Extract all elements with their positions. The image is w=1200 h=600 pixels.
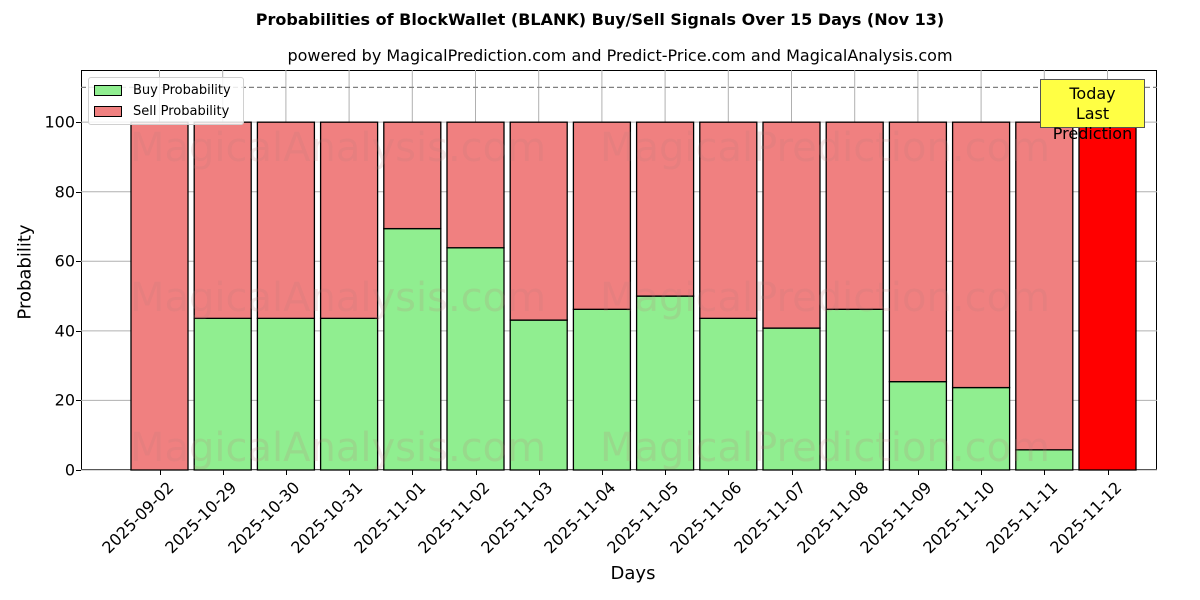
- bar-today: [1078, 121, 1137, 471]
- today-annotation: Today Last Prediction: [1040, 79, 1145, 143]
- chart-subtitle: powered by MagicalPrediction.com and Pre…: [287, 46, 953, 65]
- legend: Buy Probability Sell Probability: [88, 77, 244, 125]
- y-axis-label: Probability: [14, 224, 36, 320]
- y-tick-mark: [76, 122, 81, 124]
- bar-sell: [509, 121, 568, 321]
- bar-buy: [193, 317, 252, 471]
- y-tick-label: 40: [54, 321, 75, 341]
- x-tick-mark: [917, 470, 919, 475]
- chart-title: Probabilities of BlockWallet (BLANK) Buy…: [255, 10, 945, 29]
- last-prediction-label: Last Prediction: [1052, 104, 1133, 143]
- y-tick-mark: [76, 261, 81, 263]
- bar-buy: [825, 308, 884, 471]
- x-tick-mark: [791, 470, 793, 475]
- y-tick-mark: [76, 330, 81, 332]
- bar-buy: [572, 308, 632, 471]
- watermark: MagicalPrediction.com: [600, 275, 1050, 321]
- bar-buy: [762, 327, 821, 471]
- bar-sell: [1015, 121, 1074, 451]
- watermark: MagicalAnalysis.com: [130, 275, 547, 321]
- bar-buy: [888, 381, 948, 471]
- x-axis-label: Days: [610, 563, 656, 584]
- x-tick-mark: [601, 470, 603, 475]
- x-tick-mark: [1107, 470, 1109, 475]
- bar-sell: [635, 121, 695, 297]
- legend-swatch-buy: [94, 84, 122, 96]
- x-tick-mark: [728, 470, 730, 475]
- bar-buy: [951, 386, 1011, 471]
- x-tick-mark: [222, 470, 224, 475]
- y-tick-label: 0: [64, 460, 75, 480]
- bar-sell: [319, 121, 379, 319]
- bar-sell: [193, 121, 252, 319]
- x-tick-mark: [412, 470, 414, 475]
- y-tick-label: 20: [54, 390, 75, 410]
- x-tick-mark: [538, 470, 540, 475]
- watermark: MagicalPrediction.com: [600, 425, 1050, 471]
- bar-buy: [383, 227, 442, 471]
- today-label: Today: [1069, 84, 1116, 103]
- bar-buy: [509, 319, 568, 471]
- y-tick-mark: [76, 191, 81, 193]
- bar-sell: [572, 121, 632, 310]
- bar-buy: [446, 247, 505, 471]
- legend-label-buy: Buy Probability: [133, 82, 231, 98]
- bar-buy: [635, 295, 695, 471]
- bar-sell: [888, 121, 948, 383]
- watermark: MagicalPrediction.com: [600, 125, 1050, 171]
- watermark: MagicalAnalysis.com: [130, 125, 547, 171]
- bar-sell: [256, 121, 316, 319]
- y-tick-label: 80: [54, 182, 75, 202]
- y-tick-mark: [76, 470, 81, 471]
- x-tick-mark: [854, 470, 856, 475]
- bar-buy: [256, 317, 316, 471]
- x-tick-mark: [981, 470, 983, 475]
- x-tick-mark: [349, 470, 351, 475]
- bar-sell: [383, 121, 442, 230]
- legend-label-sell: Sell Probability: [133, 103, 230, 119]
- x-tick-mark: [285, 470, 287, 475]
- x-tick-mark: [159, 470, 161, 475]
- bar-sell: [825, 121, 884, 310]
- bar-sell: [446, 121, 505, 249]
- x-tick-mark: [475, 470, 477, 475]
- bar-sell: [762, 121, 821, 329]
- bar-sell: [951, 121, 1011, 389]
- legend-item-sell: Sell Probability: [94, 103, 229, 119]
- y-tick-label: 100: [44, 112, 75, 132]
- watermark: MagicalAnalysis.com: [130, 425, 547, 471]
- bar-sell: [699, 121, 758, 319]
- legend-item-buy: Buy Probability: [94, 82, 231, 98]
- bar-buy: [319, 317, 379, 471]
- legend-swatch-sell: [94, 105, 122, 117]
- y-tick-label: 60: [54, 251, 75, 271]
- y-tick-mark: [76, 400, 81, 402]
- x-tick-mark: [1044, 470, 1046, 475]
- x-tick-mark: [665, 470, 667, 475]
